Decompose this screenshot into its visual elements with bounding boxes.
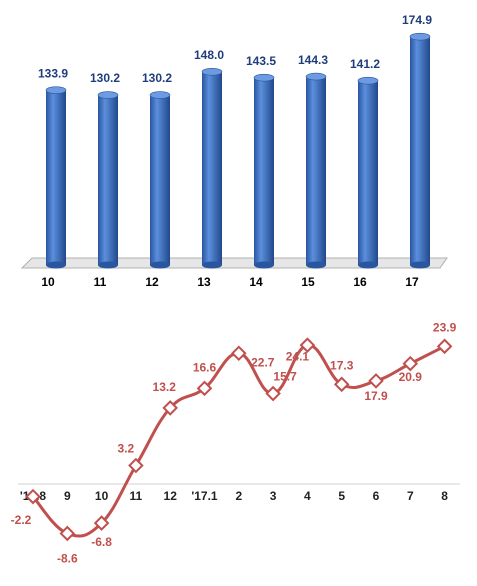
marker bbox=[231, 345, 247, 362]
x-tick-label: '17.1 bbox=[191, 489, 218, 503]
bar bbox=[358, 80, 378, 266]
marker bbox=[162, 400, 178, 416]
marker bbox=[436, 338, 453, 355]
value-label: 23.9 bbox=[433, 321, 457, 335]
value-label: 22.7 bbox=[251, 355, 275, 369]
value-label: 20.9 bbox=[399, 370, 423, 384]
value-label: 130.2 bbox=[90, 71, 120, 85]
bar-top bbox=[45, 86, 67, 94]
bar-top bbox=[201, 67, 223, 76]
marker bbox=[265, 385, 281, 402]
bar bbox=[202, 71, 222, 266]
x-tick-label: 3 bbox=[270, 489, 277, 503]
bar-bottom bbox=[98, 261, 118, 269]
bar bbox=[306, 76, 326, 265]
marker bbox=[299, 337, 316, 353]
bar bbox=[46, 90, 66, 265]
value-label: 141.2 bbox=[350, 57, 380, 71]
x-tick-label: 8 bbox=[441, 489, 448, 503]
x-tick-label: 17 bbox=[405, 275, 419, 289]
bar bbox=[410, 36, 430, 266]
x-tick-label: 16 bbox=[353, 275, 367, 289]
marker bbox=[59, 525, 76, 542]
marker bbox=[196, 380, 213, 397]
marker bbox=[128, 457, 144, 474]
line bbox=[31, 343, 446, 538]
x-tick-label: 12 bbox=[164, 489, 178, 503]
bar-bottom bbox=[410, 261, 430, 269]
x-tick-label: 15 bbox=[301, 275, 315, 289]
x-tick-label: 13 bbox=[197, 275, 211, 289]
marker bbox=[333, 376, 350, 393]
value-label: 3.2 bbox=[118, 442, 135, 456]
x-tick-label: 6 bbox=[373, 489, 380, 503]
value-label: 133.9 bbox=[38, 66, 68, 80]
value-label: -2.2 bbox=[11, 513, 32, 527]
x-tick-label: 14 bbox=[249, 275, 263, 289]
value-label: 144.3 bbox=[298, 53, 328, 67]
value-label: 24.1 bbox=[286, 349, 310, 363]
bar-top bbox=[97, 91, 119, 99]
marker bbox=[25, 488, 41, 505]
x-tick-label: 10 bbox=[95, 489, 109, 503]
value-label: -8.6 bbox=[57, 552, 78, 566]
x-tick-label: 9 bbox=[64, 489, 71, 503]
value-label: -6.8 bbox=[91, 535, 112, 549]
x-tick-label: 11 bbox=[130, 489, 143, 503]
marker bbox=[93, 515, 110, 531]
bar bbox=[254, 77, 274, 266]
value-label: 15.7 bbox=[273, 370, 297, 384]
x-tick-label: 10 bbox=[41, 275, 55, 289]
value-label: 174.9 bbox=[402, 13, 432, 27]
bar bbox=[150, 95, 170, 266]
bar-bottom bbox=[306, 261, 326, 269]
bar-top bbox=[305, 72, 327, 81]
value-label: 13.2 bbox=[153, 380, 177, 394]
marker bbox=[402, 355, 419, 372]
bar-top bbox=[253, 73, 275, 82]
x-tick-label: 2 bbox=[235, 489, 242, 503]
value-label: 16.6 bbox=[193, 361, 217, 375]
value-label: 143.5 bbox=[246, 54, 276, 68]
x-tick-label: 12 bbox=[145, 275, 159, 289]
x-tick-label: 11 bbox=[94, 275, 107, 289]
x-tick-label: 4 bbox=[304, 489, 311, 503]
value-label: 17.3 bbox=[330, 359, 354, 373]
bar-bottom bbox=[46, 261, 66, 269]
bar-top bbox=[409, 32, 431, 41]
bar-bottom bbox=[202, 261, 222, 269]
bar-top bbox=[357, 76, 379, 85]
bar-bottom bbox=[254, 261, 274, 269]
floor bbox=[20, 257, 448, 269]
x-tick-label: 5 bbox=[338, 489, 345, 503]
marker bbox=[368, 373, 384, 389]
bar-bottom bbox=[150, 261, 170, 269]
value-label: 17.9 bbox=[364, 389, 388, 403]
bar-bottom bbox=[358, 261, 378, 269]
value-label: 130.2 bbox=[142, 71, 172, 85]
bar bbox=[98, 95, 118, 266]
value-label: 148.0 bbox=[194, 48, 224, 62]
x-tick-label: 7 bbox=[407, 489, 414, 503]
bar-top bbox=[149, 91, 171, 99]
